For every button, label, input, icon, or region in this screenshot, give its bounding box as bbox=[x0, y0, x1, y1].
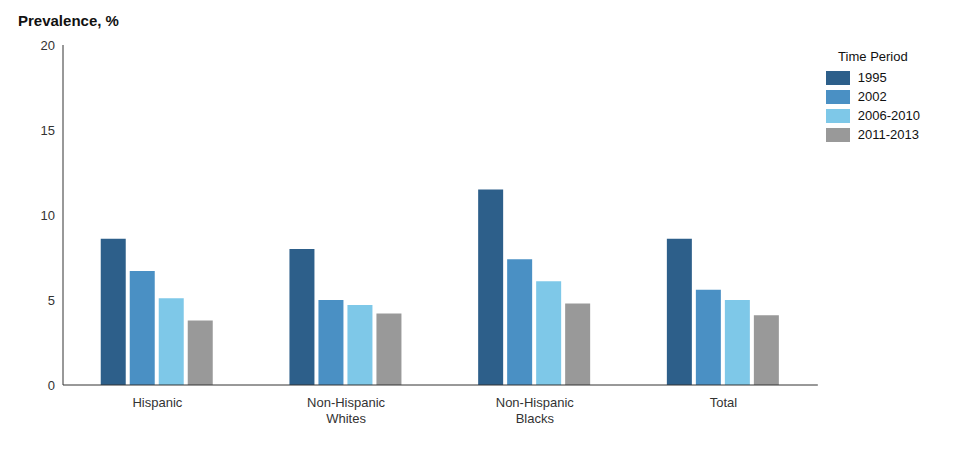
html-text:1995: 1995 bbox=[857, 70, 887, 85]
svg-text:Non-HispanicBlacks: Non-HispanicBlacks bbox=[496, 395, 575, 426]
svg-text:0: 0 bbox=[48, 378, 55, 393]
svg-text:Total: Total bbox=[710, 395, 738, 410]
svg-text:5: 5 bbox=[48, 293, 55, 308]
svg-text:Hispanic: Hispanic bbox=[132, 395, 182, 410]
svg-text:15: 15 bbox=[41, 123, 55, 138]
svg-text:20: 20 bbox=[41, 38, 55, 53]
html-text:Prevalence, %: Prevalence, % bbox=[18, 12, 119, 29]
svg-text:Non-HispanicWhites: Non-HispanicWhites bbox=[307, 395, 386, 426]
html-text:2002: 2002 bbox=[857, 89, 887, 104]
html-text:2006-2010: 2006-2010 bbox=[857, 108, 920, 123]
html-text:2011-2013: 2011-2013 bbox=[857, 127, 919, 142]
svg-text:10: 10 bbox=[41, 208, 55, 223]
html-text:Time Period: Time Period bbox=[838, 49, 908, 64]
